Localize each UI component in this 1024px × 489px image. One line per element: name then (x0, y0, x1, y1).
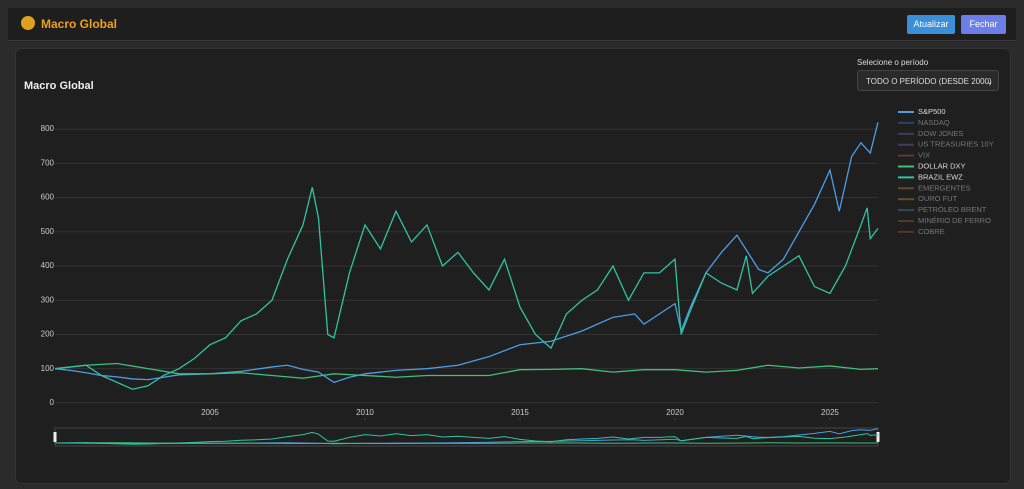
legend-label[interactable]: NASDAQ (918, 118, 950, 127)
slider-line (54, 431, 879, 445)
legend-label[interactable]: US TREASURIES 10Y (918, 140, 994, 149)
y-tick-label: 600 (41, 193, 55, 202)
x-tick-label: 2020 (666, 408, 684, 417)
slider-line (54, 442, 879, 445)
refresh-button[interactable]: Atualizar (907, 15, 955, 34)
x-tick-label: 2005 (201, 408, 219, 417)
series-line (54, 187, 879, 390)
legend-label[interactable]: MINÉRIO DE FERRO (918, 216, 991, 225)
chart-title: Macro Global (24, 80, 94, 92)
period-select[interactable]: TODO O PERÍODO (DESDE 2000) ⌄ (857, 70, 999, 91)
slider-handle (876, 432, 880, 442)
y-tick-label: 0 (50, 398, 55, 407)
y-tick-label: 300 (41, 295, 55, 304)
period-label: Selecione o período (857, 58, 929, 67)
y-tick-label: 100 (41, 364, 55, 373)
legend-label[interactable]: EMERGENTES (918, 183, 971, 192)
logo (21, 16, 35, 30)
y-tick-label: 200 (41, 330, 55, 339)
series-line (54, 122, 879, 384)
x-tick-label: 2010 (356, 408, 374, 417)
legend-label[interactable]: OURO FUT (918, 194, 958, 203)
legend-label[interactable]: PETRÓLEO BRENT (918, 205, 987, 214)
legend-label[interactable]: VIX (918, 151, 930, 160)
series-line (54, 362, 879, 379)
y-tick-label: 700 (41, 158, 55, 167)
top-bar: Macro Global Atualizar Fechar (8, 8, 1016, 41)
legend-label[interactable]: COBRE (918, 227, 945, 236)
app-title: Macro Global (41, 17, 118, 31)
y-tick-label: 500 (41, 227, 55, 236)
x-tick-label: 2015 (511, 408, 529, 417)
legend-label[interactable]: BRAZIL EWZ (918, 172, 963, 181)
close-button[interactable]: Fechar (961, 15, 1006, 34)
chevron: ⌄ (986, 77, 993, 86)
y-tick-label: 400 (41, 261, 55, 270)
slider-handle (53, 432, 57, 442)
legend-label[interactable]: DOLLAR DXY (918, 161, 966, 170)
legend-label[interactable]: DOW JONES (918, 129, 963, 138)
x-tick-label: 2025 (821, 408, 839, 417)
y-tick-label: 800 (41, 124, 55, 133)
legend-label[interactable]: S&P500 (918, 107, 946, 116)
period-value: TODO O PERÍODO (DESDE 2000) (866, 77, 992, 86)
